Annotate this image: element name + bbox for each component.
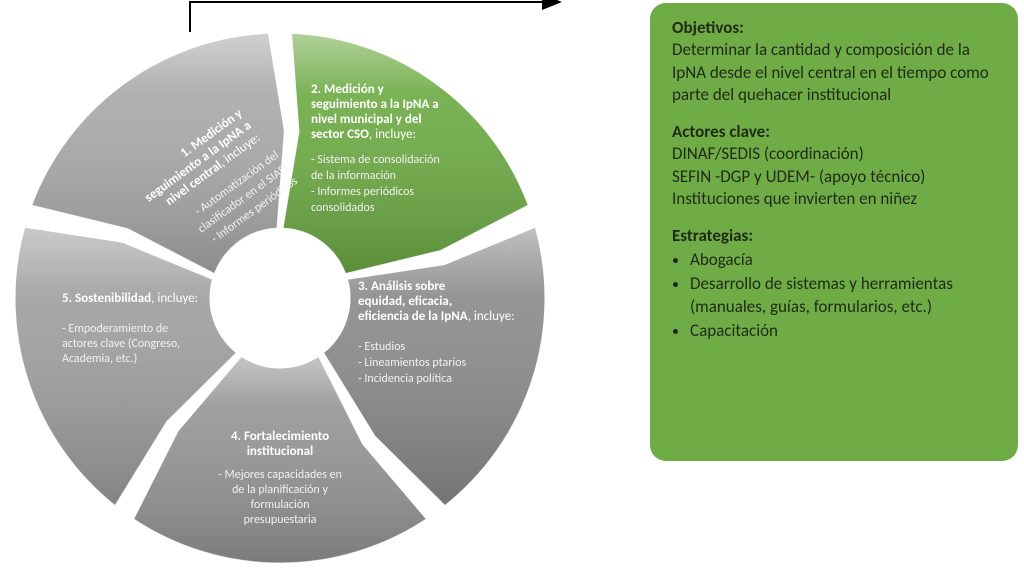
actores-line-2: SEFIN -DGP y UDEM- (apoyo técnico)	[672, 166, 1000, 188]
actores-line-1: DINAF/SEDIS (coordinación)	[672, 143, 1000, 165]
objetivos-body: Determinar la cantidad y composición de …	[672, 39, 1000, 106]
estrategias-list: Abogacía Desarrollo de sistemas y herram…	[670, 249, 1000, 343]
actores-line-3: Instituciones que invierten en niñez	[672, 188, 1000, 210]
segment-title-s5: 5. Sostenibilidad, incluye:	[62, 291, 198, 306]
estrategia-item: Desarrollo de sistemas y herramientas (m…	[690, 273, 1000, 318]
stage: 1. Medición yseguimiento a la IpNA anive…	[0, 0, 1024, 576]
info-panel: Objetivos: Determinar la cantidad y comp…	[650, 3, 1018, 461]
cycle-diagram: 1. Medición yseguimiento a la IpNA anive…	[0, 0, 600, 576]
estrategia-item: Capacitación	[690, 320, 1000, 342]
actores-header: Actores clave:	[672, 121, 1000, 143]
estrategias-header: Estrategias:	[672, 225, 1000, 247]
objetivos-header: Objetivos:	[672, 17, 1000, 39]
estrategia-item: Abogacía	[690, 249, 1000, 271]
